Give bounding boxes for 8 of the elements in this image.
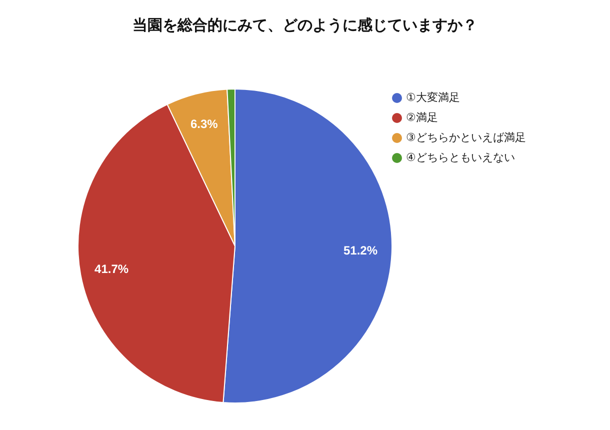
chart-title: 当園を総合的にみて、どのように感じていますか？ [132,16,478,35]
data-label: 51.2% [343,244,378,258]
data-label: 6.3% [190,117,218,132]
data-label: 41.7% [94,262,129,276]
legend-label: ②満足 [406,112,438,124]
legend-label: ③どちらかといえば満足 [406,132,526,144]
legend-label: ①大変満足 [406,92,460,104]
legend-label: ④どちらともいえない [406,152,515,164]
